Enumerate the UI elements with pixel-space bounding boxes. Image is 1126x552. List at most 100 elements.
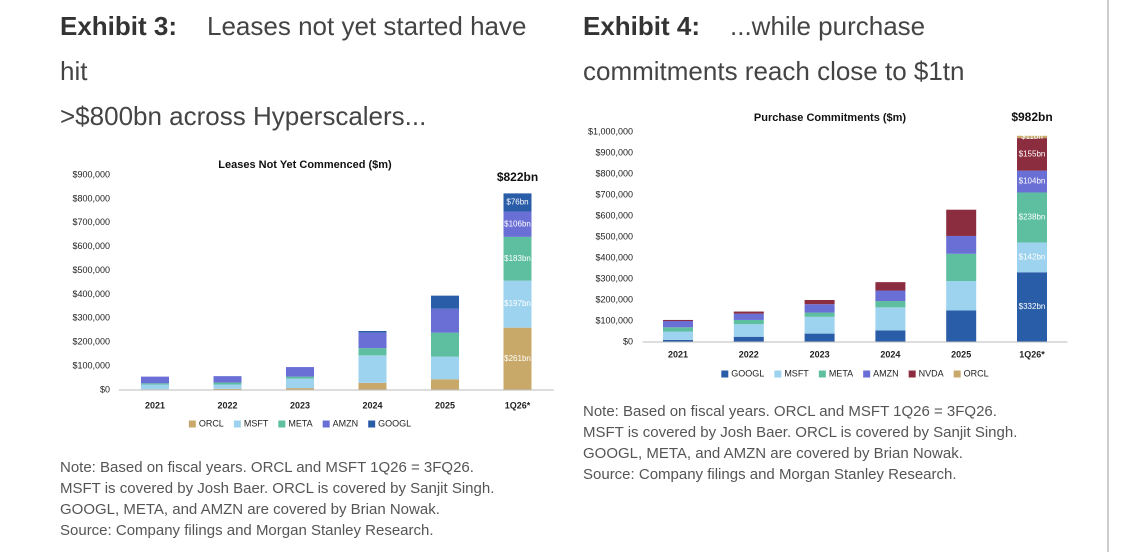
legend-swatch [322, 420, 330, 428]
bar-segment [141, 383, 169, 385]
bar-segment [946, 281, 977, 311]
note-line: Note: Based on fiscal years. ORCL and MS… [583, 403, 997, 420]
legend-swatch [721, 370, 729, 378]
y-tick-label: $100,000 [72, 360, 110, 370]
x-tick-label: 2024 [362, 400, 382, 410]
legend-label: META [829, 368, 853, 378]
value-label: $332bn [1019, 302, 1046, 311]
x-tick-label: 1Q26* [505, 400, 531, 410]
legend-label: AMZN [873, 368, 899, 378]
y-tick-label: $700,000 [72, 217, 110, 227]
y-tick-label: $400,000 [72, 289, 110, 299]
note-line: Source: Company filings and Morgan Stanl… [60, 522, 434, 539]
bar-segment [286, 376, 314, 379]
heading-text: ...while purchase commitments reach clos… [583, 11, 965, 86]
y-tick-label: $100,000 [595, 315, 633, 325]
note-line: GOOGL, META, and AMZN are covered by Bri… [583, 445, 963, 462]
chart-title: Leases Not Yet Commenced ($m) [218, 159, 392, 171]
exhibit-label: Exhibit 3: [60, 11, 178, 41]
value-label: $183bn [504, 254, 531, 263]
bar-segment [431, 308, 459, 333]
bar-segment [733, 311, 764, 314]
bar-segment [358, 330, 387, 333]
total-annotation: $982bn [1011, 110, 1052, 124]
bar-segment [431, 356, 459, 380]
legend-label: GOOGL [378, 418, 411, 428]
value-label: $238bn [1019, 213, 1046, 222]
legend-label: MSFT [784, 368, 809, 378]
note-line: Note: Based on fiscal years. ORCL and MS… [60, 459, 474, 476]
bar-segment [663, 321, 693, 328]
bar-segment [286, 378, 314, 389]
value-label: $155bn [1019, 149, 1046, 158]
x-tick-label: 2022 [217, 400, 237, 410]
bar-segment [213, 384, 242, 389]
bar-segment [804, 333, 835, 342]
y-tick-label: $500,000 [72, 265, 110, 275]
bar-segment [1017, 135, 1047, 139]
y-tick-label: $600,000 [72, 241, 110, 251]
bar-segment [213, 376, 242, 383]
legend-label: AMZN [333, 418, 359, 428]
y-tick-label: $300,000 [72, 313, 110, 323]
x-tick-label: 2022 [739, 349, 759, 359]
bar-segment [286, 388, 314, 390]
heading-text: Leases not yet started have hit [60, 11, 527, 86]
note-line: MSFT is covered by Josh Baer. ORCL is co… [583, 424, 1018, 441]
bar-segment [946, 310, 977, 342]
bar-segment [804, 312, 835, 317]
y-tick-label: $1,000,000 [588, 126, 633, 136]
note-line: Source: Company filings and Morgan Stanl… [583, 466, 957, 483]
bar-segment [804, 304, 835, 313]
bar-segment [1017, 242, 1047, 273]
bar-segment [804, 300, 835, 305]
bar-segment [141, 384, 169, 390]
bar-segment [431, 332, 459, 357]
legend-swatch [908, 370, 916, 378]
value-label: $76bn [506, 198, 528, 207]
bar-segment [946, 209, 977, 236]
exhibit-heading: Exhibit 4: ...while purchase commitments … [583, 4, 1023, 94]
legend-label: NVDA [919, 368, 944, 378]
bar-segment [141, 376, 169, 384]
legend-label: META [288, 418, 312, 428]
notes: Note: Based on fiscal years. ORCL and MS… [60, 457, 494, 541]
legend-swatch [818, 370, 826, 378]
legend-label: MSFT [244, 418, 269, 428]
bar-segment [503, 327, 532, 390]
bar-segment [875, 282, 906, 291]
bar-segment [431, 379, 459, 390]
bar-segment [663, 327, 693, 332]
bar-segment [946, 253, 977, 282]
x-tick-label: 2025 [951, 349, 971, 359]
bar-segment [431, 295, 459, 309]
y-tick-label: $400,000 [595, 252, 633, 262]
y-tick-label: $200,000 [72, 337, 110, 347]
value-label: $197bn [504, 299, 531, 308]
value-label: $11bn [1021, 132, 1043, 141]
chart-title: Purchase Commitments ($m) [754, 112, 907, 124]
legend-swatch [368, 420, 376, 428]
y-tick-label: $800,000 [595, 168, 633, 178]
bar-segment [1017, 192, 1047, 243]
bar-segment [1017, 170, 1047, 193]
bar-segment [503, 236, 532, 281]
x-tick-label: 2025 [435, 400, 455, 410]
exhibit-label: Exhibit 4: [583, 11, 701, 41]
y-tick-label: $800,000 [72, 193, 110, 203]
bar-segment [733, 313, 764, 320]
bar-segment [663, 339, 693, 342]
bar-segment [875, 330, 906, 342]
x-tick-label: 2021 [145, 400, 165, 410]
bar-segment [875, 307, 906, 331]
bar-segment [503, 280, 532, 328]
bar-segment [358, 348, 387, 356]
bar-segment [358, 382, 387, 390]
y-tick-label: $0 [100, 384, 110, 394]
bar-segment [1017, 138, 1047, 171]
bar-segment [663, 331, 693, 340]
note-line: GOOGL, META, and AMZN are covered by Bri… [60, 501, 440, 518]
value-label: $261bn [504, 354, 531, 363]
value-label: $142bn [1019, 252, 1046, 261]
